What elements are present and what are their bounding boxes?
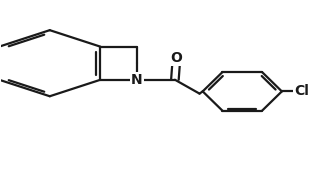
Text: O: O bbox=[170, 51, 183, 65]
Text: Cl: Cl bbox=[294, 84, 309, 98]
Text: N: N bbox=[131, 73, 143, 87]
